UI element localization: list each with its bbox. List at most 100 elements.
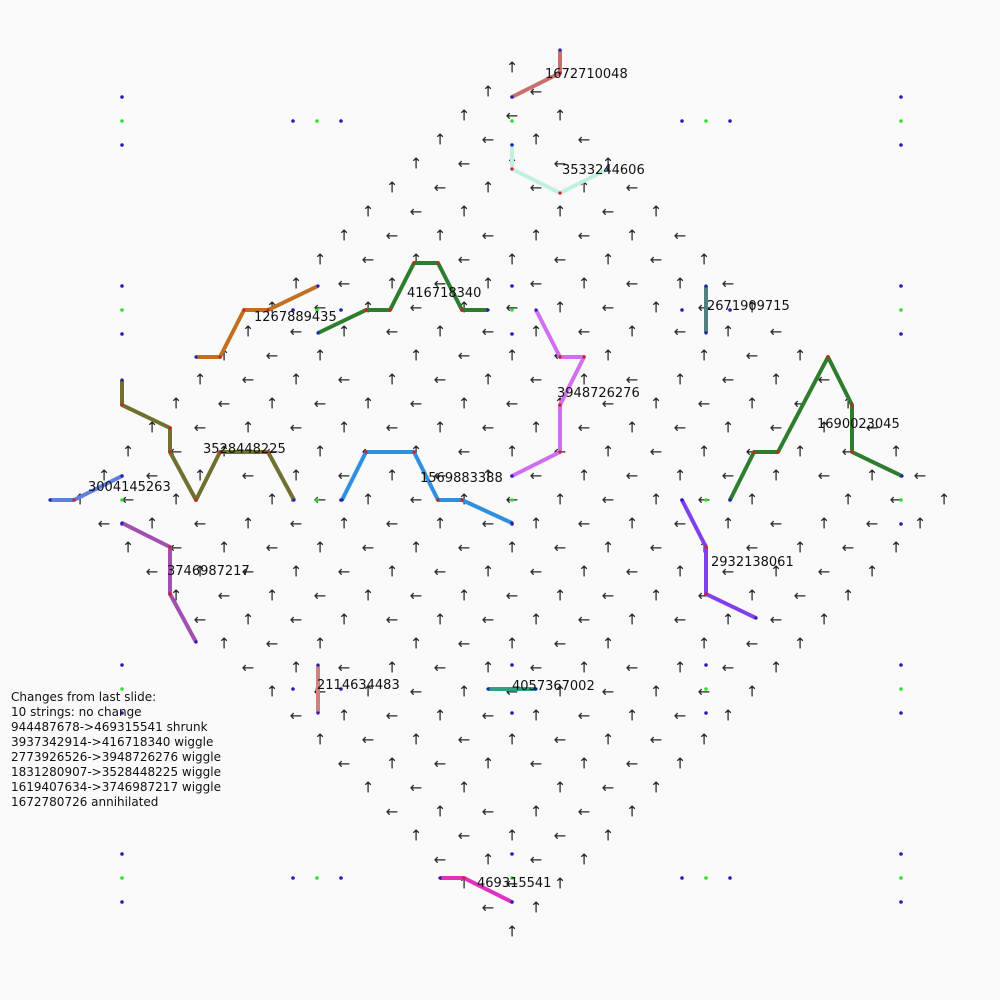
arrow: ← — [674, 227, 687, 245]
arrow: ↑ — [554, 299, 567, 317]
log-line: 1619407634->3746987217 wiggle — [11, 780, 221, 794]
blue-dot — [510, 332, 514, 336]
arrow: ← — [746, 347, 759, 365]
green-dot — [510, 308, 514, 312]
arrow: ↑ — [506, 731, 519, 749]
string-vertex — [388, 308, 392, 312]
blue-dot — [899, 332, 903, 336]
vertex-dots — [120, 95, 903, 904]
string-vertex — [242, 308, 246, 312]
arrow: ↑ — [722, 419, 735, 437]
arrow: ↑ — [458, 395, 471, 413]
arrow: ↑ — [434, 515, 447, 533]
arrow: ← — [554, 827, 567, 845]
string-vertex — [754, 616, 758, 620]
arrow: ↑ — [338, 611, 351, 629]
string-vertex — [704, 331, 708, 335]
log-line: 3937342914->416718340 wiggle — [11, 735, 213, 749]
blue-dot — [510, 663, 514, 667]
string-vertex — [292, 498, 296, 502]
arrow: ← — [458, 731, 471, 749]
arrow: ↑ — [794, 443, 807, 461]
green-dot — [704, 687, 708, 691]
arrow: ↑ — [530, 323, 543, 341]
arrow: ← — [770, 323, 783, 341]
arrow: ← — [554, 539, 567, 557]
blue-dot — [120, 852, 124, 856]
arrow: ↑ — [434, 131, 447, 149]
change-log: Changes from last slide: 10 strings: no … — [11, 690, 221, 809]
arrow: ↑ — [434, 611, 447, 629]
arrow: ← — [410, 395, 423, 413]
arrow: ↑ — [506, 59, 519, 77]
string-path — [340, 450, 513, 525]
arrow: ← — [698, 683, 711, 701]
arrow: ↑ — [770, 467, 783, 485]
arrow: ↑ — [266, 395, 279, 413]
arrow: ↑ — [746, 395, 759, 413]
arrow: ↑ — [530, 899, 543, 917]
string-label: 469315541 — [477, 876, 551, 891]
blue-dot — [728, 876, 732, 880]
arrow: ← — [338, 371, 351, 389]
arrow: ← — [602, 587, 615, 605]
arrow: ← — [146, 563, 159, 581]
arrow: ← — [290, 515, 303, 533]
string-vertex — [72, 498, 76, 502]
blue-dot — [680, 119, 684, 123]
arrow: ↑ — [578, 755, 591, 773]
string-vertex — [704, 545, 708, 549]
arrow: ↑ — [746, 587, 759, 605]
string-label: 3528448225 — [203, 442, 286, 457]
green-dot — [899, 308, 903, 312]
arrow: ← — [266, 635, 279, 653]
string-label: 2114634483 — [317, 678, 400, 693]
green-dot — [120, 308, 124, 312]
arrow: ← — [362, 731, 375, 749]
string-vertex — [850, 403, 854, 407]
blue-dot — [899, 284, 903, 288]
arrow: ← — [98, 515, 111, 533]
arrow: ← — [578, 803, 591, 821]
arrow: ↑ — [602, 347, 615, 365]
string-label: 1267889435 — [254, 310, 337, 325]
arrow: ← — [674, 707, 687, 725]
arrow: ↑ — [410, 635, 423, 653]
arrow: ← — [626, 467, 639, 485]
string-vertex — [460, 498, 464, 502]
arrow: ← — [482, 323, 495, 341]
arrow: ↑ — [554, 683, 567, 701]
green-dot — [120, 119, 124, 123]
arrow: ↑ — [794, 539, 807, 557]
blue-dot — [510, 711, 514, 715]
arrow: ← — [482, 611, 495, 629]
arrow: ↑ — [530, 611, 543, 629]
arrow: ← — [386, 515, 399, 533]
arrow: ↑ — [482, 563, 495, 581]
string-vertex — [510, 143, 514, 147]
arrow: ↑ — [650, 779, 663, 797]
arrow: ← — [242, 371, 255, 389]
arrow: ← — [242, 659, 255, 677]
arrow: ← — [458, 443, 471, 461]
string-vertex — [168, 450, 172, 454]
arrow: ← — [746, 539, 759, 557]
blue-dot — [339, 687, 343, 691]
arrow: ↑ — [746, 299, 759, 317]
arrow: ↑ — [458, 107, 471, 125]
arrow: ← — [650, 731, 663, 749]
string-vertex — [850, 450, 854, 454]
arrow: ↑ — [842, 491, 855, 509]
string-vertex — [364, 450, 368, 454]
arrow: ← — [410, 203, 423, 221]
arrow: ↑ — [482, 659, 495, 677]
string-vertex — [510, 521, 514, 525]
blue-dot — [680, 876, 684, 880]
string-vertex — [168, 426, 172, 430]
string-vertex — [900, 474, 904, 478]
arrow: ↑ — [362, 395, 375, 413]
string-label: 1690023045 — [817, 417, 900, 432]
arrow: ↑ — [626, 323, 639, 341]
arrow: ← — [194, 515, 207, 533]
string-vertex — [266, 308, 270, 312]
